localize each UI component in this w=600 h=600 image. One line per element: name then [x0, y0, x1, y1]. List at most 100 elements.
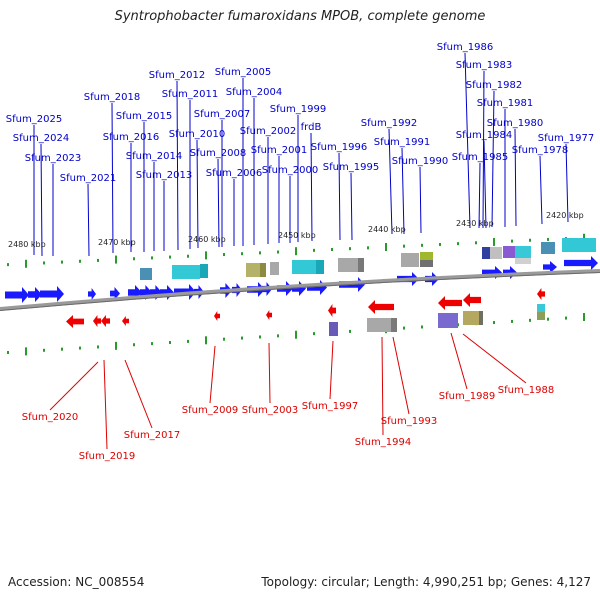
gene-label[interactable]: Sfum_2019: [79, 451, 135, 462]
feature-box: [292, 260, 316, 274]
reverse-gene-arrow[interactable]: [101, 315, 110, 327]
gene-label[interactable]: Sfum_2006: [206, 168, 262, 179]
gene-label[interactable]: Sfum_1977: [538, 133, 594, 144]
feature-box: [391, 318, 397, 332]
feature-box: [401, 253, 419, 267]
gene-label[interactable]: Sfum_1978: [512, 145, 568, 156]
gene-label[interactable]: Sfum_2005: [215, 67, 271, 78]
gene-label[interactable]: Sfum_2017: [124, 430, 180, 441]
gene-leader-line: [338, 152, 341, 241]
feature-box: [329, 322, 338, 336]
feature-box: [515, 246, 531, 258]
gene-label[interactable]: Sfum_1991: [374, 137, 430, 148]
gene-label[interactable]: Sfum_2016: [103, 132, 159, 143]
feature-box: [140, 268, 152, 280]
gene-leader-line: [483, 140, 487, 229]
feature-box: [246, 263, 261, 277]
genome-backbone: [0, 269, 600, 311]
gene-label[interactable]: Sfum_2009: [182, 405, 238, 416]
gene-label[interactable]: Sfum_1994: [355, 437, 411, 448]
forward-gene-arrow[interactable]: [5, 287, 29, 303]
gene-label[interactable]: Sfum_1980: [487, 118, 543, 129]
forward-gene-arrow[interactable]: [543, 261, 557, 273]
gene-label[interactable]: Sfum_1993: [381, 416, 437, 427]
gene-label[interactable]: Sfum_2013: [136, 170, 192, 181]
feature-box: [482, 247, 490, 259]
feature-box: [420, 260, 433, 267]
feature-box: [316, 260, 324, 274]
forward-gene-arrow[interactable]: [140, 285, 152, 300]
gene-label[interactable]: Sfum_1989: [439, 391, 495, 402]
scale-label: 2420 kbp: [546, 211, 584, 220]
gene-label[interactable]: Sfum_2000: [262, 165, 318, 176]
gene-label[interactable]: Sfum_1988: [498, 385, 554, 396]
gene-leader-line: [268, 342, 271, 404]
feature-box: [438, 313, 458, 328]
gene-label[interactable]: Sfum_1981: [477, 98, 533, 109]
gene-leader-line: [124, 359, 153, 429]
forward-gene-arrow[interactable]: [307, 280, 327, 295]
gene-label[interactable]: Sfum_2018: [84, 92, 140, 103]
gene-label[interactable]: Sfum_1982: [466, 80, 522, 91]
gene-label[interactable]: Sfum_2010: [169, 129, 225, 140]
gene-label[interactable]: Sfum_2025: [6, 114, 62, 125]
reverse-gene-arrow[interactable]: [214, 311, 220, 321]
gene-label[interactable]: Sfum_2011: [162, 89, 218, 100]
gene-label[interactable]: Sfum_1996: [311, 142, 367, 153]
gene-label[interactable]: Sfum_2012: [149, 70, 205, 81]
forward-gene-arrow[interactable]: [564, 256, 598, 270]
reverse-gene-arrow[interactable]: [93, 315, 101, 327]
gene-label[interactable]: Sfum_2024: [13, 133, 69, 144]
feature-box: [562, 238, 596, 252]
gene-label[interactable]: Sfum_1999: [270, 104, 326, 115]
reverse-gene-arrow[interactable]: [328, 304, 336, 317]
gene-label[interactable]: Sfum_1995: [323, 162, 379, 173]
forward-gene-arrow[interactable]: [40, 286, 64, 302]
gene-label[interactable]: Sfum_1992: [361, 118, 417, 129]
scale-label: 2440 kbp: [368, 225, 406, 234]
feature-box: [463, 311, 479, 325]
gene-label[interactable]: Sfum_2003: [242, 405, 298, 416]
accession-text: Accession: NC_008554: [8, 575, 145, 589]
gene-label[interactable]: Sfum_1997: [302, 401, 358, 412]
gene-label[interactable]: Sfum_2021: [60, 173, 116, 184]
gene-leader-line: [462, 333, 527, 384]
gene-label[interactable]: Sfum_2002: [240, 126, 296, 137]
gene-leader-line: [49, 361, 99, 411]
reverse-gene-arrow[interactable]: [537, 288, 545, 300]
gene-label[interactable]: Sfum_2023: [25, 153, 81, 164]
gene-leader-line: [401, 147, 405, 235]
reverse-gene-arrow[interactable]: [463, 293, 481, 307]
gene-label[interactable]: frdB: [301, 122, 322, 133]
feature-box: [367, 318, 391, 332]
gene-label[interactable]: Sfum_1984: [456, 130, 512, 141]
gene-label[interactable]: Sfum_1990: [392, 156, 448, 167]
forward-gene-arrow[interactable]: [150, 285, 162, 300]
gene-label[interactable]: Sfum_2014: [126, 151, 182, 162]
gene-leader-line: [40, 143, 43, 257]
reverse-gene-arrow[interactable]: [368, 300, 394, 314]
scale-label: 2450 kbp: [278, 231, 316, 240]
reverse-gene-arrow[interactable]: [66, 315, 84, 328]
gene-label[interactable]: Sfum_2020: [22, 412, 78, 423]
gene-label[interactable]: Sfum_2008: [190, 148, 246, 159]
forward-gene-arrow[interactable]: [160, 285, 174, 300]
gene-label[interactable]: Sfum_1983: [456, 60, 512, 71]
gene-label[interactable]: Sfum_2004: [226, 87, 282, 98]
gene-leader-line: [103, 359, 108, 450]
genome-summary-text: Topology: circular; Length: 4,990,251 bp…: [261, 575, 591, 589]
gene-label[interactable]: Sfum_2015: [116, 111, 172, 122]
forward-gene-arrow[interactable]: [110, 287, 120, 300]
forward-gene-arrow[interactable]: [28, 287, 42, 302]
reverse-gene-arrow[interactable]: [438, 296, 462, 310]
gene-label[interactable]: Sfum_2007: [194, 109, 250, 120]
gene-label[interactable]: Sfum_1986: [437, 42, 493, 53]
gene-leader-line: [539, 155, 543, 225]
feature-box: [200, 264, 208, 278]
reverse-gene-arrow[interactable]: [122, 316, 129, 326]
reverse-gene-arrow[interactable]: [266, 310, 272, 320]
forward-gene-arrow[interactable]: [88, 288, 96, 300]
gene-label[interactable]: Sfum_1985: [452, 152, 508, 163]
gene-label[interactable]: Sfum_2001: [251, 145, 307, 156]
forward-gene-arrow[interactable]: [292, 281, 306, 296]
